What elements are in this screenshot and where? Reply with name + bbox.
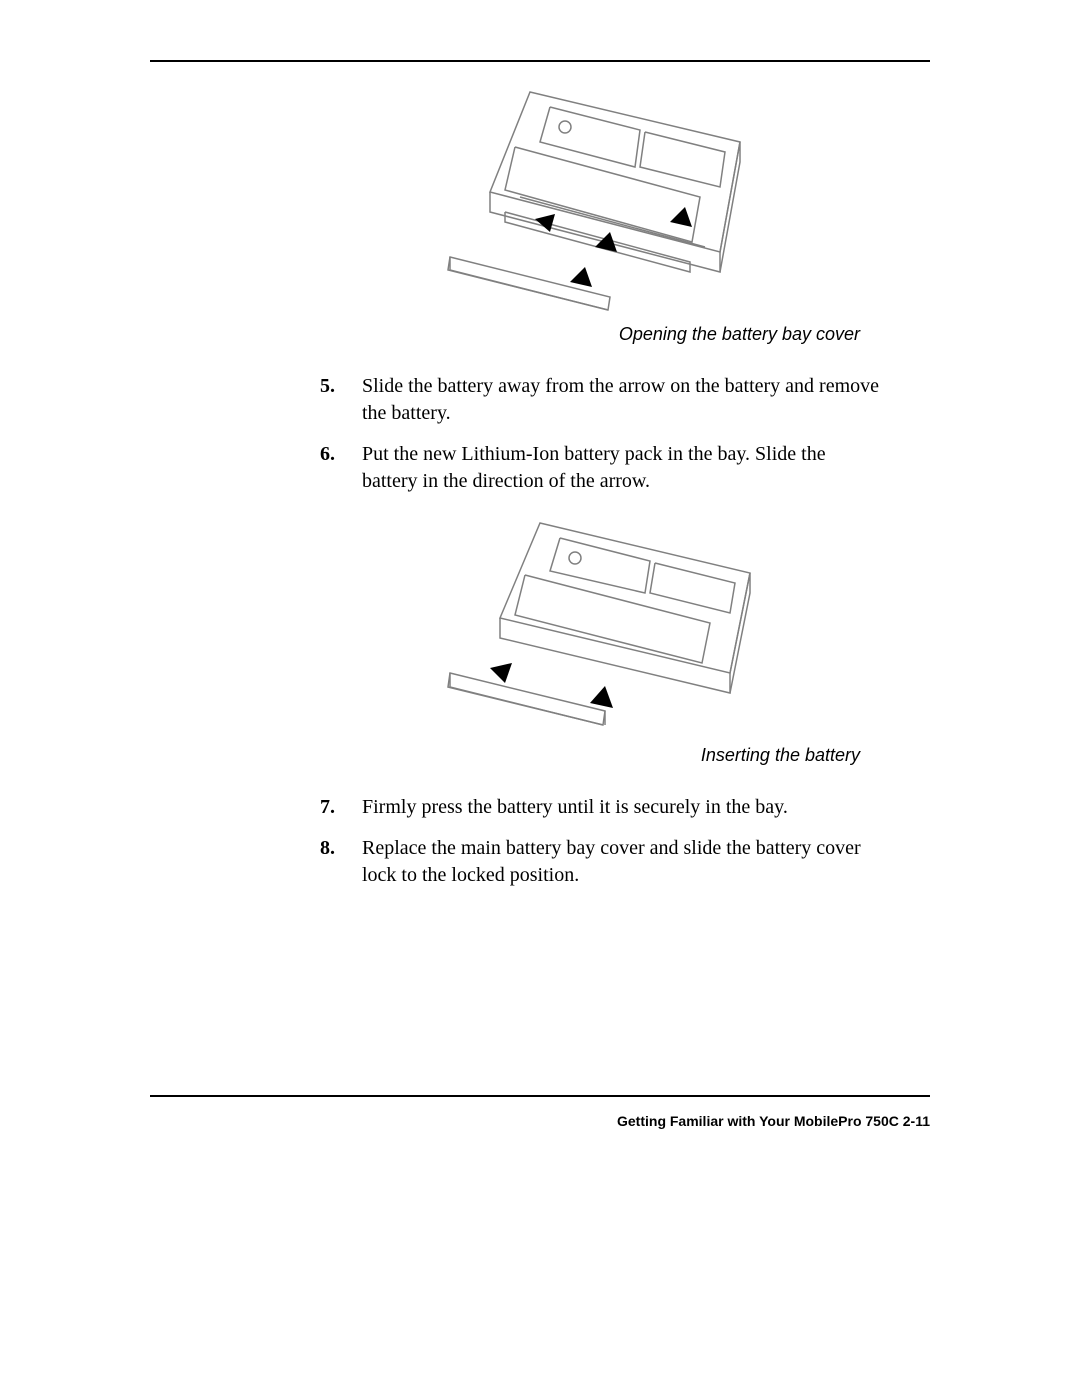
step-list-b: 7. Firmly press the battery until it is …: [320, 794, 880, 889]
step-text: Replace the main battery bay cover and s…: [362, 837, 861, 886]
step-text: Put the new Lithium-Ion battery pack in …: [362, 443, 826, 492]
step-number: 6.: [320, 441, 335, 468]
device-illustration-2: [420, 513, 780, 733]
step-text: Slide the battery away from the arrow on…: [362, 375, 879, 424]
document-page: Opening the battery bay cover 5. Slide t…: [0, 0, 1080, 1397]
step-number: 5.: [320, 373, 335, 400]
step-list-a: 5. Slide the battery away from the arrow…: [320, 373, 880, 495]
step-8: 8. Replace the main battery bay cover an…: [320, 835, 880, 889]
figure-opening-battery-bay: Opening the battery bay cover: [320, 82, 880, 345]
figure-1-caption: Opening the battery bay cover: [320, 324, 860, 345]
step-text: Firmly press the battery until it is sec…: [362, 796, 788, 818]
step-5: 5. Slide the battery away from the arrow…: [320, 373, 880, 427]
page-footer: Getting Familiar with Your MobilePro 750…: [617, 1113, 930, 1129]
bottom-rule: [150, 1095, 930, 1097]
figure-2-caption: Inserting the battery: [320, 745, 860, 766]
step-6: 6. Put the new Lithium-Ion battery pack …: [320, 441, 880, 495]
figure-inserting-battery: Inserting the battery: [320, 513, 880, 766]
device-illustration-1: [420, 82, 780, 312]
top-rule: [150, 60, 930, 62]
content-column: Opening the battery bay cover 5. Slide t…: [320, 82, 880, 889]
step-number: 7.: [320, 794, 335, 821]
step-7: 7. Firmly press the battery until it is …: [320, 794, 880, 821]
step-number: 8.: [320, 835, 335, 862]
